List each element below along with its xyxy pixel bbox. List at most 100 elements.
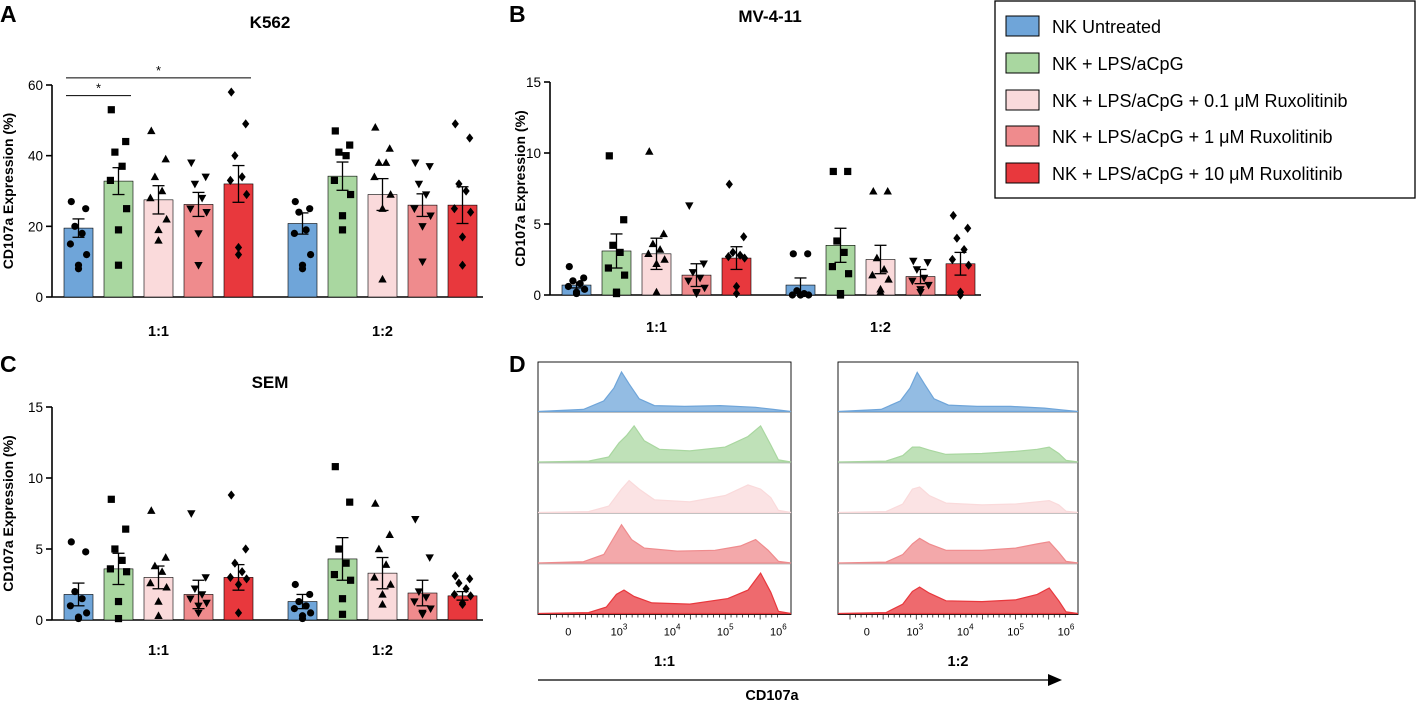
data-point (298, 614, 307, 623)
data-point (331, 463, 339, 471)
data-point (157, 567, 167, 575)
data-point (381, 560, 391, 568)
data-point (291, 198, 299, 206)
data-point (118, 556, 126, 564)
data-point (956, 290, 965, 300)
data-point (381, 158, 391, 166)
chart-k562: K562 CD107a Expression (%) 0 20 40 60 1:1 1:2 * * (0, 13, 483, 340)
data-point (371, 499, 380, 507)
data-point (385, 530, 394, 538)
y-tick-label: 15 (28, 400, 43, 415)
data-point (410, 598, 419, 606)
legend-item: NK + LPS/aCpG (1005, 52, 1184, 74)
y-axis-label: CD107a Expression (%) (512, 110, 528, 266)
data-point (71, 222, 79, 230)
data-point (243, 189, 251, 200)
data-point (187, 510, 196, 518)
data-point (331, 127, 339, 135)
data-point (684, 277, 693, 286)
x-axis-arrowhead (1048, 674, 1062, 686)
data-point (455, 578, 463, 588)
data-point (306, 590, 314, 599)
panel-label-d: D (509, 351, 526, 377)
group-label: 1:1 (646, 320, 667, 336)
data-point (378, 274, 387, 283)
x-tick-label: 103 (906, 623, 923, 639)
data-point (908, 277, 917, 286)
data-point (194, 230, 203, 238)
data-point (869, 186, 878, 195)
histogram-curve (537, 571, 792, 615)
data-point (378, 590, 387, 598)
data-point (741, 253, 749, 263)
data-point (71, 588, 79, 596)
group-label: 1:1 (148, 324, 169, 340)
data-point (234, 242, 243, 253)
data-point (83, 251, 91, 259)
legend-box (994, 0, 1416, 199)
data-point (572, 289, 581, 298)
data-point (414, 180, 424, 189)
data-point (620, 216, 628, 224)
data-point (844, 167, 852, 176)
data-point (580, 274, 588, 282)
data-point (370, 172, 379, 181)
data-point (699, 260, 708, 269)
data-point (725, 179, 733, 189)
legend: NK Untreated NK + LPS/aCpG NK + LPS/aCpG… (994, 0, 1416, 199)
data-point (154, 611, 163, 619)
data-point (732, 281, 741, 292)
data-point (114, 261, 123, 269)
data-point (227, 87, 235, 97)
data-point (342, 559, 350, 567)
group-label: 1:2 (870, 320, 891, 336)
data-point (616, 248, 624, 256)
data-point (290, 229, 298, 237)
data-point (111, 545, 119, 553)
data-point (306, 205, 314, 213)
data-point (565, 263, 573, 271)
data-point (150, 561, 160, 570)
data-point (581, 285, 589, 293)
data-point (194, 602, 203, 611)
data-point (66, 240, 74, 248)
data-point (418, 611, 427, 619)
data-point (82, 548, 90, 556)
data-point (411, 159, 420, 168)
x-tick-label: 106 (770, 623, 787, 639)
histogram-curve (537, 370, 792, 413)
y-tick-label: 20 (28, 219, 43, 234)
data-point (458, 260, 467, 270)
data-point (426, 212, 435, 221)
data-point (467, 207, 475, 217)
legend-swatch (1005, 125, 1040, 147)
x-tick-label: 104 (664, 623, 681, 639)
histogram-curve (837, 371, 1079, 413)
data-point (226, 175, 234, 185)
data-point (302, 602, 310, 610)
data-point (307, 609, 315, 617)
data-point (298, 265, 307, 273)
data-point (238, 172, 246, 182)
data-point (425, 554, 434, 562)
data-point (648, 239, 658, 248)
data-point (948, 254, 956, 265)
data-point (879, 265, 889, 273)
data-point (655, 245, 665, 253)
bar (407, 204, 438, 298)
y-tick-label: 10 (28, 471, 43, 486)
data-point (242, 544, 250, 554)
data-point (418, 258, 427, 267)
data-point (724, 252, 732, 262)
data-point (194, 609, 203, 618)
legend-swatch (1005, 89, 1040, 111)
legend-label: NK + LPS/aCpG + 10 μM Ruxolitinib (1052, 164, 1343, 184)
data-point (201, 173, 210, 182)
data-point (872, 253, 882, 262)
legend-swatch (1005, 52, 1040, 74)
data-point (330, 176, 338, 184)
data-point (450, 204, 458, 214)
histogram-curve (837, 486, 1079, 514)
data-point (187, 159, 196, 168)
data-point (685, 202, 694, 210)
